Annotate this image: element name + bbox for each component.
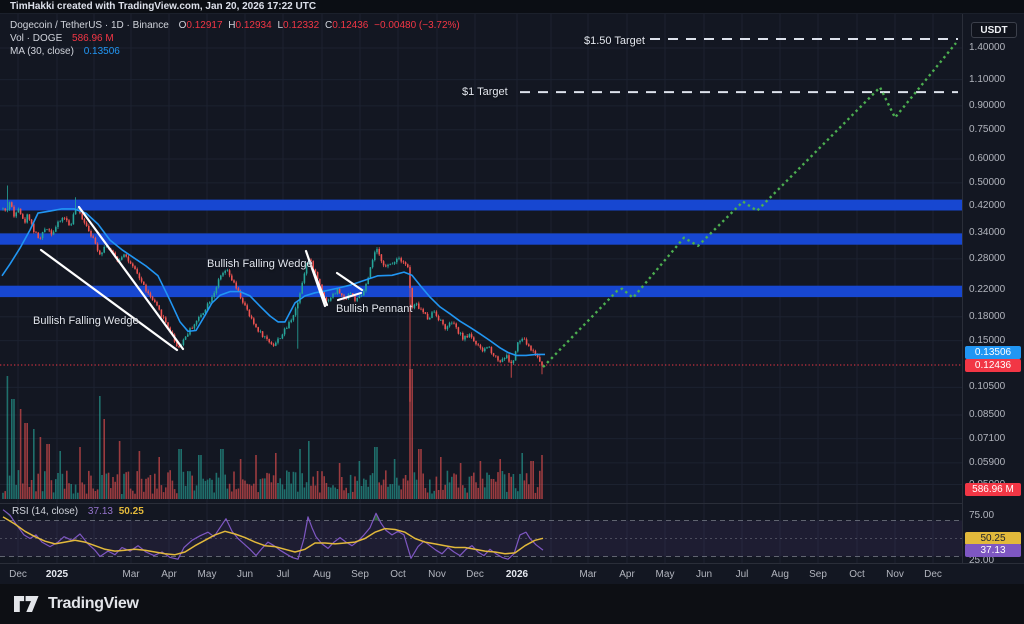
change-value: −0.00480 (−3.72%) [374, 20, 460, 31]
price-axis-label: 0.50000 [969, 177, 1006, 188]
time-axis[interactable]: Dec 2025 Mar Apr May Jun Jul Aug Sep Oct Nov Dec 202… [0, 563, 1024, 584]
currency-toggle-button[interactable]: USDT [971, 22, 1017, 38]
price-axis-label: 1.40000 [969, 42, 1006, 53]
time-axis-label: Nov [428, 569, 446, 580]
time-axis-label: Oct [390, 569, 406, 580]
time-axis-label: Dec [466, 569, 484, 580]
price-axis-label: 0.05900 [969, 457, 1006, 468]
ohlc-close-value: 0.12436 [332, 20, 369, 31]
target-1-label[interactable]: $1 Target [462, 86, 508, 98]
price-axis[interactable]: USDT 1.40000 1.10000 0.90000 0.75000 0.60000… [962, 14, 1024, 584]
price-axis-label: 0.75000 [969, 124, 1006, 135]
price-axis-label: 0.07100 [969, 433, 1006, 444]
time-axis-label: Jun [236, 569, 254, 580]
time-axis-label: Aug [313, 569, 331, 580]
price-axis-label: 0.60000 [969, 153, 1006, 164]
axis-price-badge: 0.12436 [965, 359, 1021, 372]
ma-value: 0.13506 [83, 46, 120, 57]
time-axis-label: Apr [619, 569, 635, 580]
time-axis-label: Aug [771, 569, 789, 580]
tradingview-logo-icon[interactable] [14, 593, 40, 615]
rsi-ma-value: 50.25 [118, 506, 144, 517]
time-axis-label: Sep [351, 569, 369, 580]
rsi-axis-label: 25.00 [969, 555, 995, 566]
ohlc-high-label: H [228, 20, 236, 31]
price-axis-label: 0.10500 [969, 381, 1006, 392]
ma-label: MA (30, close) [10, 46, 74, 57]
wedge2-label[interactable]: Bullish Falling Wedge [207, 258, 313, 270]
legend-symbol-row[interactable]: Dogecoin / TetherUS · 1D · Binance O0.12… [10, 19, 460, 32]
legend-ma-row[interactable]: MA (30, close) 0.13506 [10, 45, 460, 58]
time-axis-label: Dec [9, 569, 27, 580]
rsi-value: 37.13 [87, 506, 113, 517]
ohlc-low-label: L [277, 20, 284, 31]
time-axis-label: Dec [924, 569, 942, 580]
time-axis-label: Oct [849, 569, 865, 580]
ohlc-open-value: 0.12917 [186, 20, 223, 31]
time-axis-label: Mar [122, 569, 140, 580]
ohlc-open-label: O [178, 20, 187, 31]
time-axis-label: Jul [276, 569, 290, 580]
axis-price-badge: 50.25 [965, 532, 1021, 545]
ohlc-close-label: C [324, 20, 333, 31]
time-axis-label: Sep [809, 569, 827, 580]
ohlc-low-value: 0.12332 [283, 20, 320, 31]
footer-bar: TradingView [0, 584, 1024, 624]
price-axis-label: 0.42000 [969, 200, 1006, 211]
time-axis-label: May [655, 569, 675, 580]
price-axis-label: 0.34000 [969, 227, 1006, 238]
price-axis-label: 1.10000 [969, 74, 1006, 85]
chart-legend: Dogecoin / TetherUS · 1D · Binance O0.12… [10, 19, 460, 58]
attribution-bar: TimHakki created with TradingView.com, J… [0, 0, 1024, 14]
axis-price-badge: 37.13 [965, 544, 1021, 557]
volume-value: 586.96 M [72, 33, 114, 44]
ohlc-high-value: 0.12934 [235, 20, 272, 31]
axis-price-badge: 0.13506 [965, 346, 1021, 359]
rsi-label: RSI (14, close) [12, 506, 79, 517]
wedge1-label[interactable]: Bullish Falling Wedge [33, 315, 139, 327]
time-axis-label: Jul [735, 569, 749, 580]
target-150-label[interactable]: $1.50 Target [584, 35, 645, 47]
tradingview-brand[interactable]: TradingView [48, 595, 139, 612]
price-axis-label: 0.15000 [969, 335, 1006, 346]
time-axis-label: Nov [886, 569, 904, 580]
legend-volume-row[interactable]: Vol · DOGE 586.96 M [10, 32, 460, 45]
axis-price-badge: 586.96 M [965, 483, 1021, 496]
price-axis-label: 0.22000 [969, 284, 1006, 295]
time-axis-label: Apr [161, 569, 177, 580]
pennant-label[interactable]: Bullish Pennant [336, 303, 413, 315]
time-axis-label: May [197, 569, 217, 580]
time-axis-label: Mar [579, 569, 597, 580]
symbol-title[interactable]: Dogecoin / TetherUS · 1D · Binance [10, 20, 169, 31]
price-axis-label: 0.18000 [969, 311, 1006, 322]
volume-label: Vol · DOGE [10, 33, 63, 44]
time-axis-label: 2026 [505, 569, 529, 580]
price-axis-label: 0.90000 [969, 100, 1006, 111]
price-axis-label: 0.08500 [969, 409, 1006, 420]
price-axis-label: 0.28000 [969, 253, 1006, 264]
attribution-text: TimHakki created with TradingView.com, J… [10, 1, 317, 12]
rsi-axis-label: 75.00 [969, 510, 995, 521]
time-axis-label: 2025 [45, 569, 69, 580]
rsi-legend[interactable]: RSI (14, close) 37.13 50.25 [12, 506, 144, 517]
time-axis-label: Jun [695, 569, 713, 580]
